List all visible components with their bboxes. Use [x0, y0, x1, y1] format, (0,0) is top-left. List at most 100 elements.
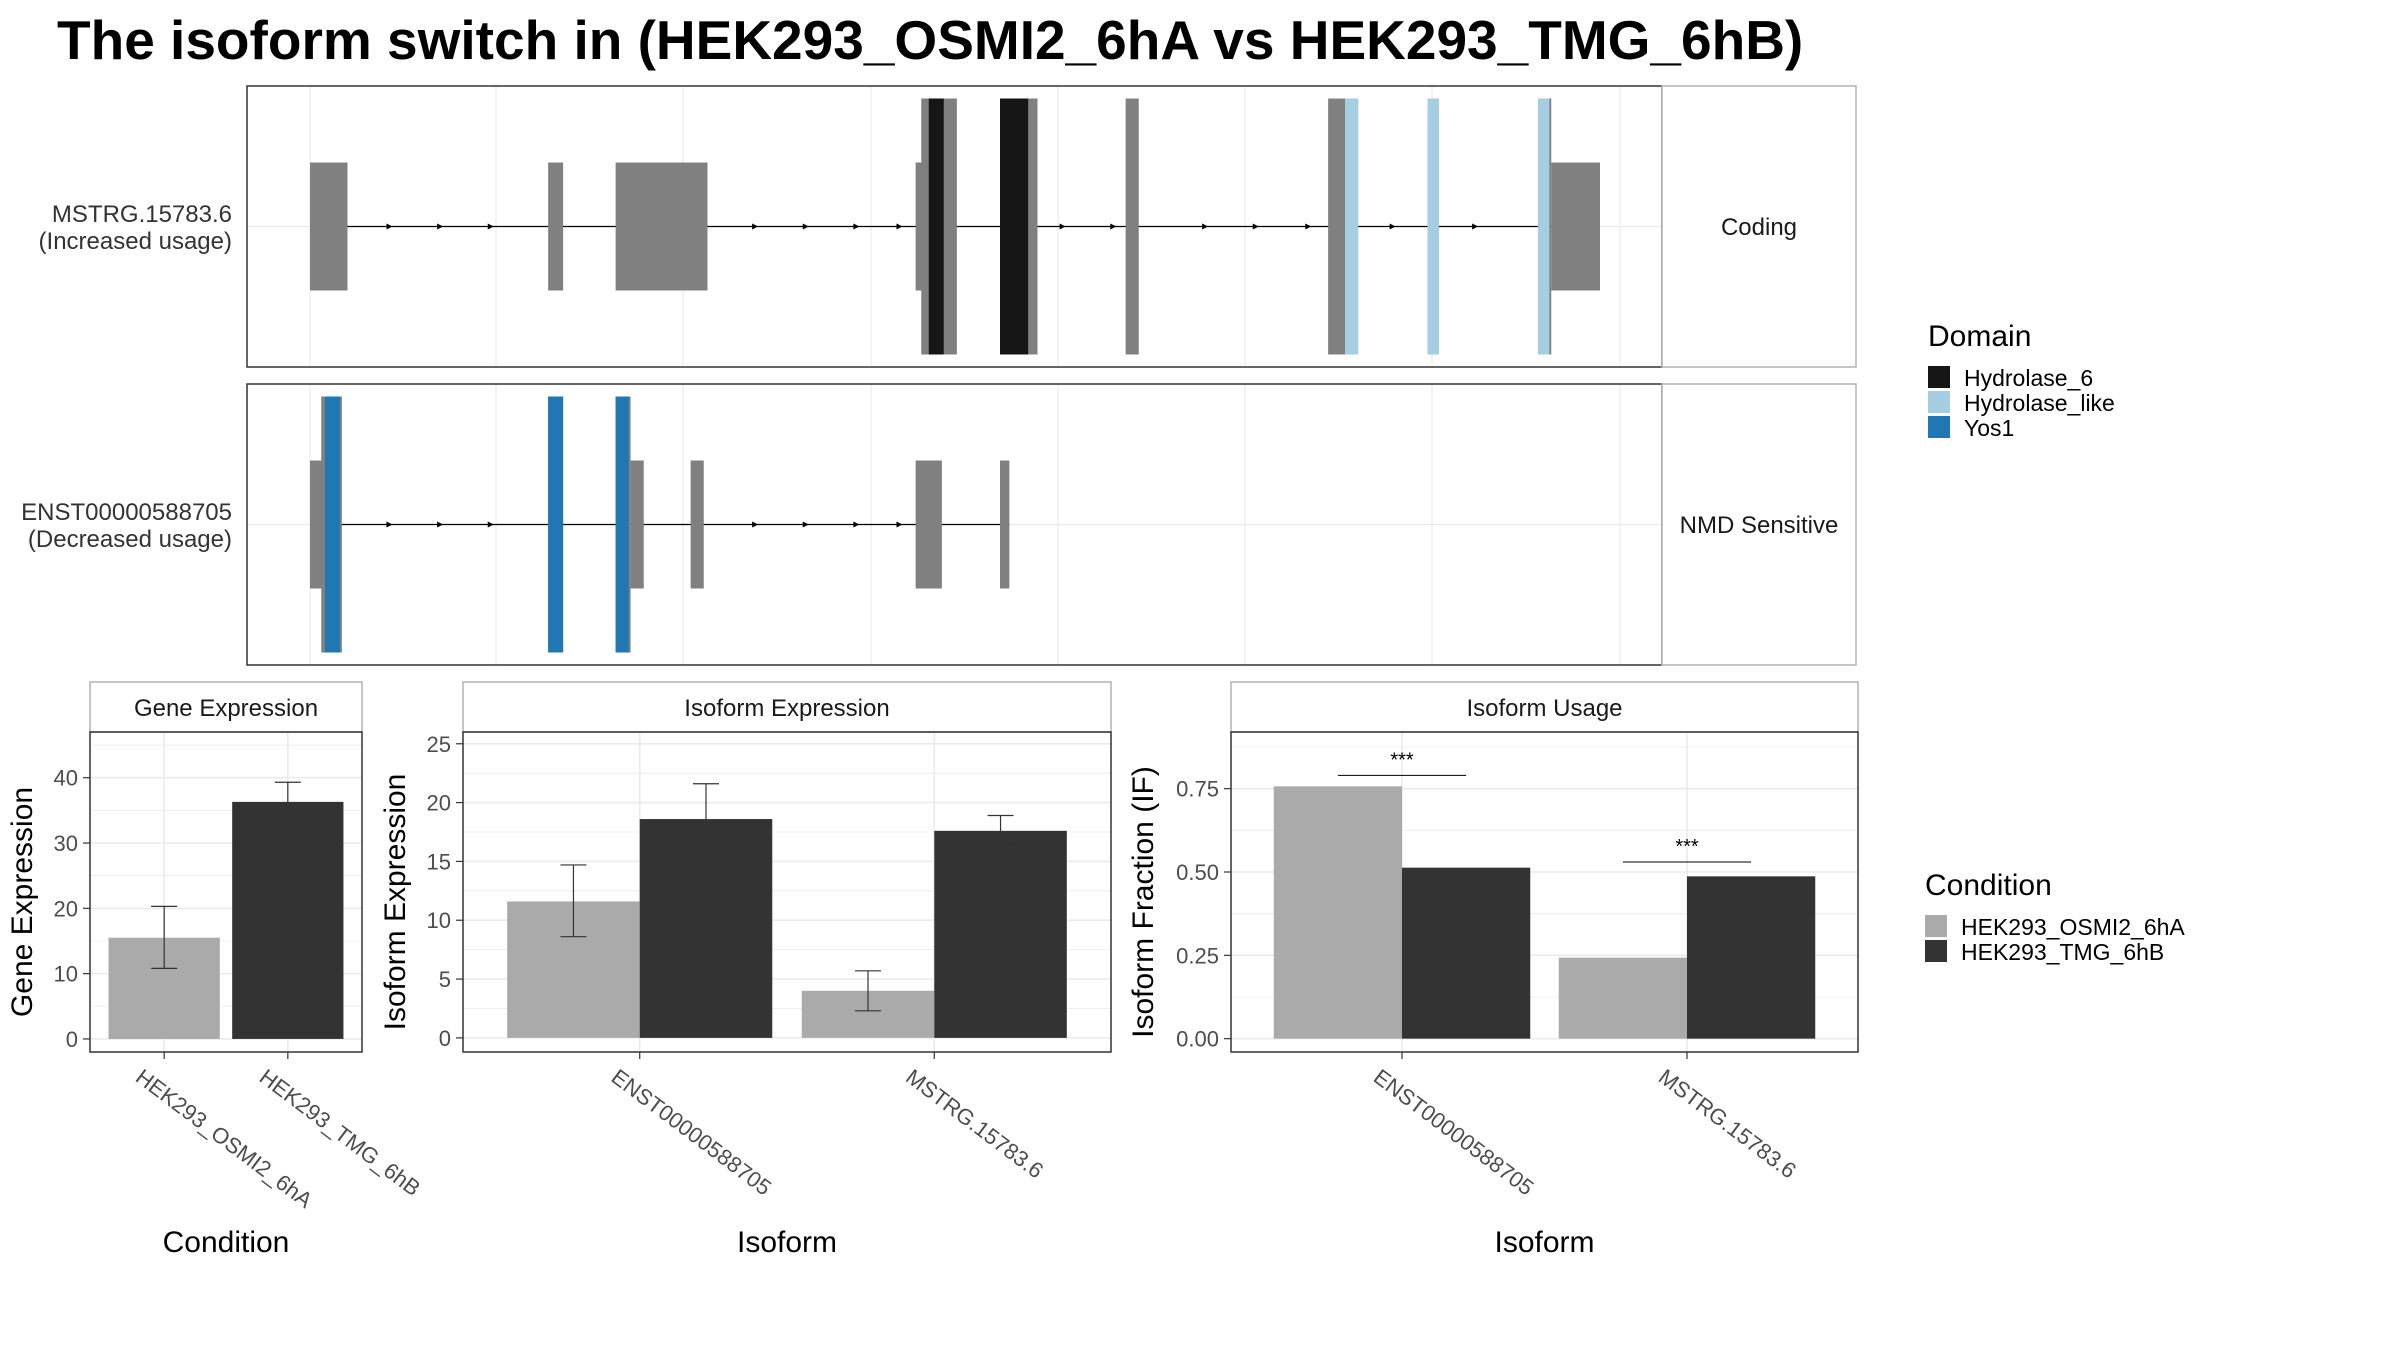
isoform-expression-chart: Isoform Expression 0 5 10 15 20 25 ENST00000588…: [379, 681, 1112, 1259]
x-axis-title: Isoform: [1494, 1226, 1594, 1259]
intron-arrow: [487, 521, 494, 528]
chart-panel-border: [1230, 731, 1859, 1053]
intron-arrow: [1252, 223, 1259, 230]
chart-panel-border: [89, 731, 363, 1053]
intron-arrow: [802, 521, 809, 528]
exon: [548, 162, 564, 291]
y-tick-label: 5: [439, 967, 451, 992]
legend-label-condition-a: HEK293_OSMI2_6hA: [1961, 914, 2185, 940]
legend-swatch-condition-b: [1925, 940, 1947, 962]
x-tick-label: MSTRG.15783.6: [901, 1064, 1048, 1183]
intron-arrow: [1472, 223, 1479, 230]
y-tick-label: 25: [427, 732, 451, 757]
intron-arrow: [1110, 223, 1117, 230]
legend-swatch-hydrolase-like: [1928, 391, 1950, 413]
structure-row-1: Coding MSTRG.15783.6 (Increased usage): [39, 85, 1857, 368]
intron-arrow: [437, 521, 444, 528]
chart-strip: [89, 681, 363, 733]
exon: [615, 162, 708, 291]
x-tick-label: ENST00000588705: [607, 1064, 776, 1200]
y-axis-title: Isoform Fraction (IF): [1127, 766, 1160, 1038]
legend-label-hydrolase-6: Hydrolase_6: [1964, 365, 2093, 391]
exon: [1000, 460, 1010, 589]
gene-expression-chart: Gene Expression010203040HEK293_OSMI2_6hA…: [6, 681, 425, 1259]
x-tick-label: MSTRG.15783.6: [1654, 1064, 1801, 1183]
intron-arrow: [487, 223, 494, 230]
intron-arrow: [896, 521, 903, 528]
significance-label: ***: [1390, 749, 1414, 771]
exon: [310, 162, 348, 291]
domain-hydrolase-like: [1427, 98, 1439, 355]
structure-features-2: [310, 396, 1010, 653]
bar-hek293-osmi2-6ha: [1558, 957, 1687, 1039]
y-axis-title: Isoform Expression: [379, 774, 412, 1031]
legend-swatch-yos1: [1928, 416, 1950, 438]
intron-arrow: [386, 521, 393, 528]
domain-yos1: [548, 396, 564, 653]
condition-legend: Condition HEK293_OSMI2_6hA HEK293_TMG_6h…: [1925, 869, 2185, 965]
y-tick-label: 0.50: [1176, 860, 1219, 885]
x-tick-label: ENST00000588705: [1369, 1064, 1538, 1200]
x-axis-title: Condition: [163, 1226, 290, 1259]
bar-hek293-tmg-6hb: [934, 830, 1067, 1038]
y-tick-label: 40: [54, 766, 78, 791]
intron-arrow: [752, 521, 759, 528]
structure-row-2: NMD Sensitive ENST00000588705 (Decreased…: [21, 383, 1857, 666]
transcript-label-2: ENST00000588705: [21, 499, 232, 526]
y-tick-label: 30: [54, 831, 78, 856]
transcript-usage-1: (Increased usage): [39, 228, 232, 255]
legend-swatch-condition-a: [1925, 915, 1947, 937]
intron-arrow: [1305, 223, 1312, 230]
structure-features-1: [310, 98, 1600, 355]
chart-title: Isoform Expression: [684, 695, 889, 722]
intron-arrow: [437, 223, 444, 230]
legend-label-yos1: Yos1: [1964, 415, 2014, 441]
chart-strip: [462, 681, 1112, 733]
transcript-label-1: MSTRG.15783.6: [52, 201, 232, 228]
domain-yos1: [325, 396, 340, 653]
intron-arrow: [1059, 223, 1066, 230]
bar-hek293-tmg-6hb: [1687, 876, 1816, 1039]
y-tick-label: 20: [427, 791, 451, 816]
y-tick-label: 0.25: [1176, 943, 1219, 968]
domain-hydrolase-like: [1345, 98, 1359, 355]
domain-hydrolase-6: [928, 98, 944, 355]
transcript-usage-2: (Decreased usage): [28, 526, 232, 553]
intron-arrow: [1202, 223, 1209, 230]
y-tick-label: 10: [427, 908, 451, 933]
significance-label: ***: [1675, 836, 1699, 858]
chart-panel-border: [462, 731, 1112, 1053]
domain-legend: Domain Hydrolase_6 Hydrolase_like Yos1: [1928, 320, 2115, 441]
bar-hek293-tmg-6hb: [639, 819, 773, 1038]
bar-hek293-osmi2-6ha: [1273, 786, 1402, 1039]
exon: [1551, 162, 1600, 291]
y-axis-title: Gene Expression: [6, 787, 39, 1017]
legend-swatch-hydrolase-6: [1928, 366, 1950, 388]
intron-arrow: [853, 223, 860, 230]
isoform-usage-chart: Isoform Usage *** *** 0.00 0.25 0.50 0.75 ENST0…: [1127, 681, 1859, 1259]
intron-arrow: [386, 223, 393, 230]
category-strip-2: [1661, 383, 1857, 666]
transcript-structure: Coding MSTRG.15783.6 (Increased usage) N…: [21, 85, 1857, 666]
intron-arrow: [853, 521, 860, 528]
category-strip-1: [1661, 85, 1857, 368]
condition-legend-title: Condition: [1925, 869, 2052, 902]
domain-legend-title: Domain: [1928, 320, 2031, 353]
figure-title: The isoform switch in (HEK293_OSMI2_6hA …: [57, 9, 1803, 71]
y-tick-label: 0.00: [1176, 1027, 1219, 1052]
x-axis-title: Isoform: [737, 1226, 837, 1259]
bar-hek293-tmg-6hb: [1402, 867, 1531, 1039]
chart-title: Isoform Usage: [1466, 695, 1622, 722]
y-tick-label: 10: [54, 962, 78, 987]
domain-yos1: [615, 396, 629, 653]
exon: [915, 460, 942, 589]
bar-hek293-tmg-6hb: [232, 801, 344, 1039]
y-tick-label: 0.75: [1176, 777, 1219, 802]
intron-arrow: [896, 223, 903, 230]
chart-title: Gene Expression: [134, 695, 318, 722]
category-label-2: NMD Sensitive: [1680, 512, 1839, 539]
intron-arrow: [802, 223, 809, 230]
exon: [690, 460, 704, 589]
chart-strip: [1230, 681, 1859, 733]
